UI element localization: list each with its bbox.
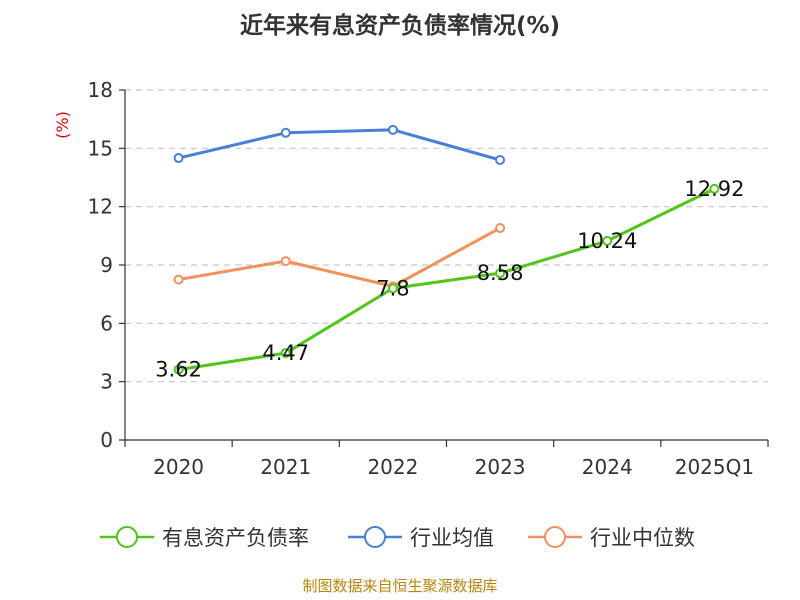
data-point (709, 183, 720, 194)
data-point (495, 223, 506, 234)
data-point (602, 235, 613, 246)
data-point (173, 274, 184, 285)
x-tick-label: 2022 (367, 455, 418, 479)
legend-marker (544, 526, 566, 548)
series-line (177, 128, 502, 162)
data-point (280, 256, 291, 267)
y-tick-label: 15 (88, 136, 113, 160)
data-label: 4.47 (262, 341, 309, 365)
legend-label: 行业均值 (410, 526, 494, 550)
legend-item[interactable]: 行业均值 (348, 526, 494, 550)
y-axis-unit-label: (%) (53, 111, 72, 139)
data-label: 7.8 (376, 276, 409, 300)
x-tick-label: 2023 (475, 455, 526, 479)
grid-lines (125, 89, 768, 383)
y-tick-label: 12 (88, 195, 113, 219)
y-tick-label: 0 (100, 428, 113, 452)
data-point (495, 155, 506, 165)
data-label: 3.62 (155, 358, 202, 382)
data-point (173, 153, 184, 164)
x-tick-label: 2024 (582, 455, 633, 479)
series-line (177, 187, 716, 372)
y-tick-label: 18 (88, 78, 113, 102)
axes: 0 3 6 9 12 15 18 2020 2021 2022 2023 2024 2025Q1 (88, 78, 769, 479)
data-labels: 3.62 4.47 7.8 8.58 10.24 12.92 (155, 177, 744, 382)
x-tick-label: 2020 (153, 455, 204, 479)
source-note: 制图数据来自恒生聚源数据库 (302, 577, 497, 595)
data-point (495, 268, 506, 279)
data-label: 12.92 (684, 177, 744, 201)
data-point (280, 348, 291, 359)
chart-title: 近年来有息资产负债率情况(%) (240, 12, 560, 39)
x-tick-label: 2021 (260, 455, 311, 479)
data-point (280, 127, 291, 138)
data-point (173, 364, 184, 375)
series-line (177, 226, 502, 288)
legend[interactable]: 有息资产负债率 行业均值 行业中位数 (100, 526, 695, 550)
series-lines (173, 124, 720, 375)
data-point (387, 124, 398, 135)
legend-marker (116, 526, 138, 548)
y-tick-label: 9 (100, 253, 113, 277)
data-label: 8.58 (477, 261, 524, 285)
data-point (387, 283, 398, 294)
data-label: 10.24 (577, 229, 637, 253)
legend-item[interactable]: 有息资产负债率 (100, 526, 309, 550)
legend-label: 行业中位数 (590, 526, 695, 550)
legend-item[interactable]: 行业中位数 (528, 526, 695, 550)
y-tick-label: 3 (100, 370, 113, 394)
legend-marker (364, 526, 386, 548)
y-tick-label: 6 (100, 311, 113, 335)
x-tick-label: 2025Q1 (675, 455, 754, 479)
legend-label: 有息资产负债率 (162, 526, 309, 550)
